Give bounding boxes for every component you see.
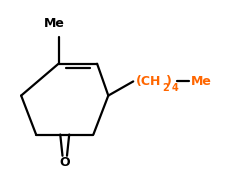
Text: ): )	[166, 75, 172, 88]
Text: O: O	[60, 156, 70, 169]
Text: 4: 4	[171, 83, 178, 93]
Text: (CH: (CH	[136, 75, 161, 88]
Text: Me: Me	[191, 75, 212, 88]
Text: 2: 2	[162, 83, 169, 93]
Text: Me: Me	[44, 16, 65, 30]
